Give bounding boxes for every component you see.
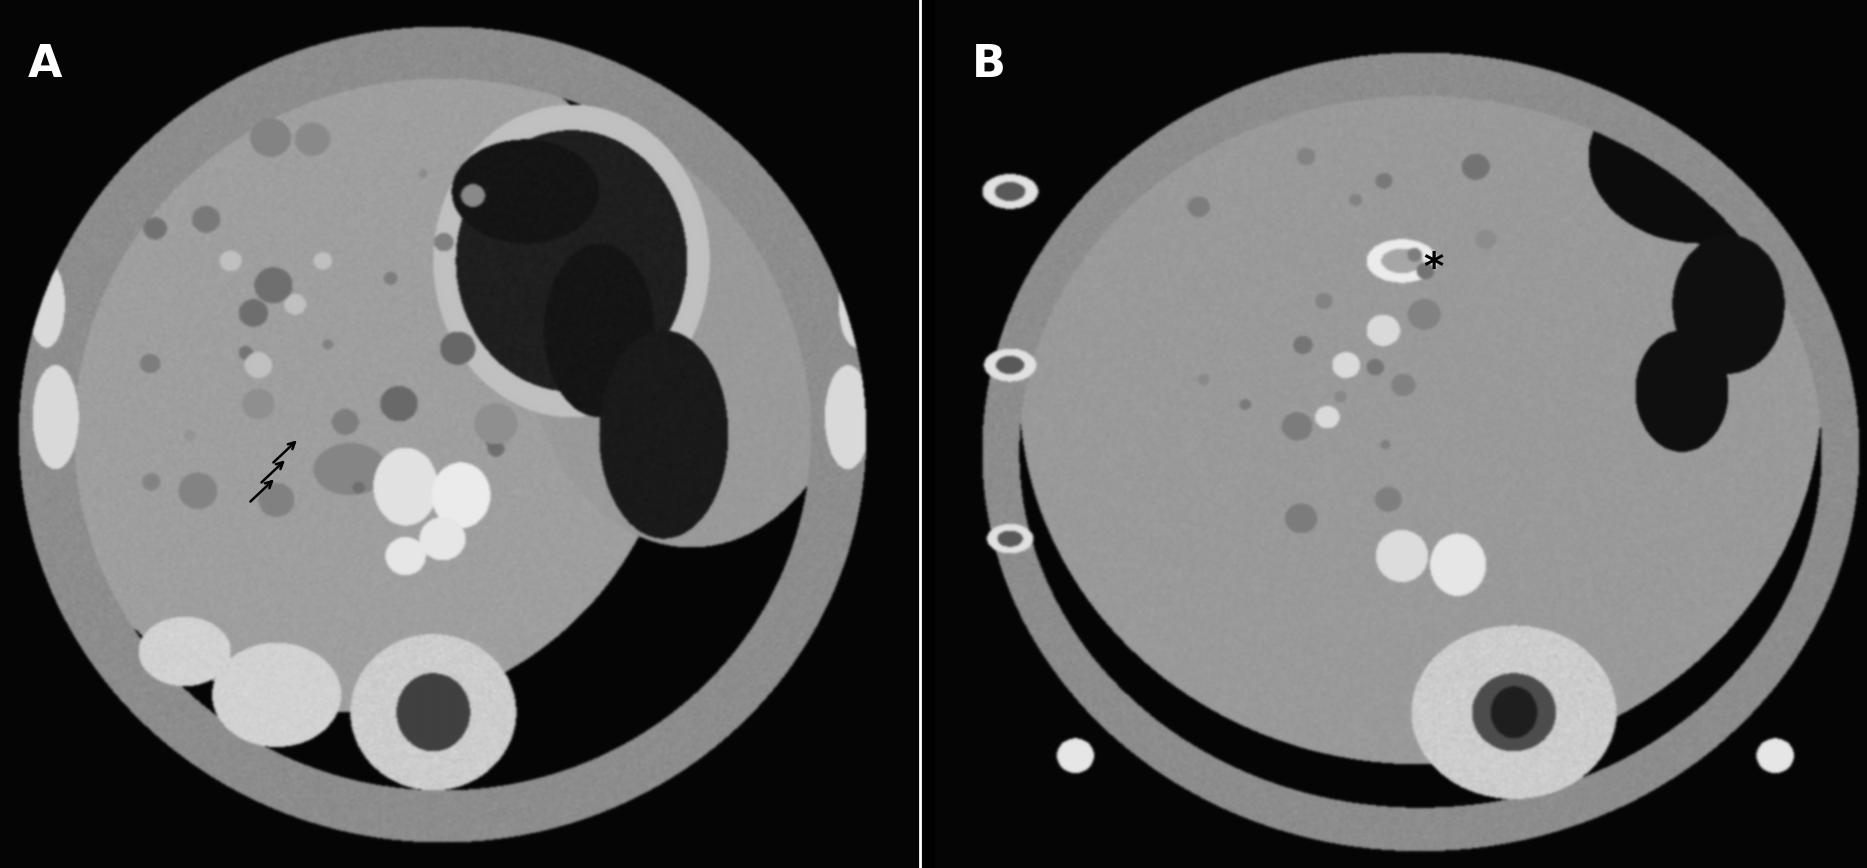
Text: B: B (973, 43, 1006, 87)
Text: A: A (28, 43, 62, 87)
Text: *: * (1423, 250, 1443, 288)
